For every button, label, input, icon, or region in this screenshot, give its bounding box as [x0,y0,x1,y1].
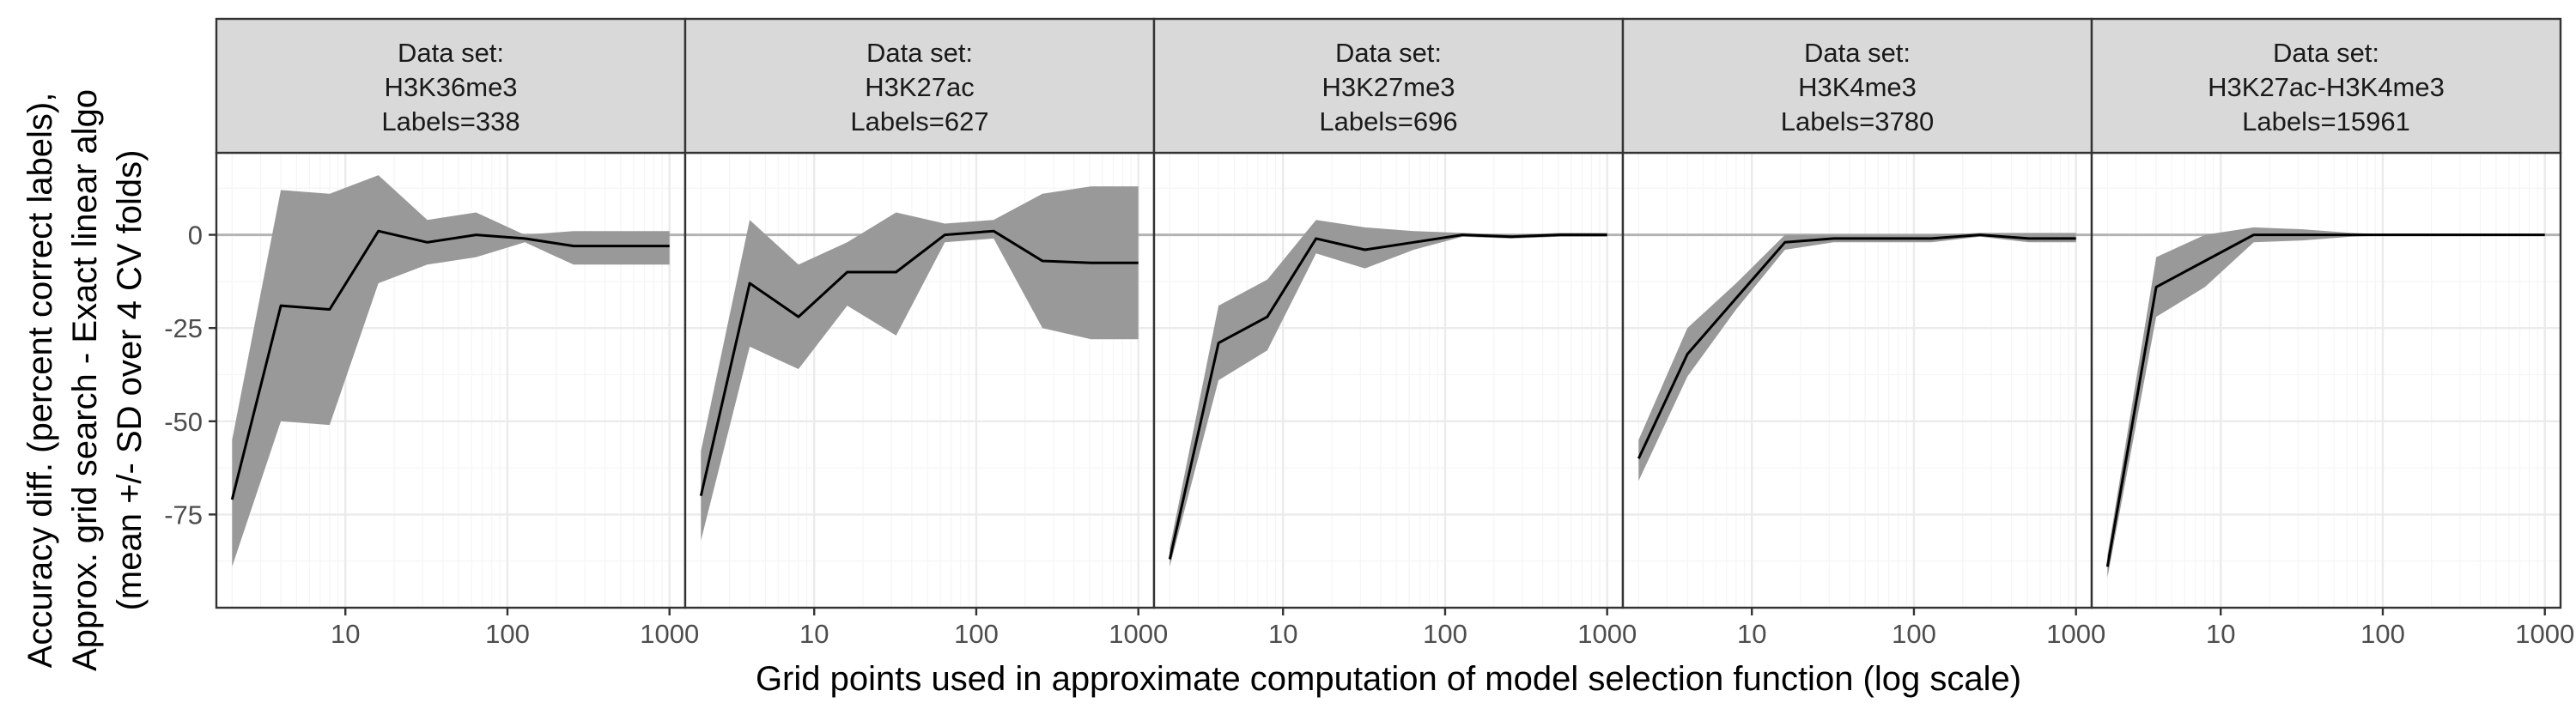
mean-line [1637,233,2076,459]
facet-strip-label: Labels=338 [381,106,519,136]
y-tick-label: -75 [164,500,203,530]
sd-ribbon [1170,220,1607,567]
mean-line [230,229,670,500]
sd-ribbon [232,175,670,567]
x-tick-label: 1000 [1577,619,1637,649]
panel-background [1154,153,1623,608]
facet-strip-label: Labels=627 [850,106,988,136]
x-tick-label: 1000 [2046,619,2105,649]
sd-ribbon [1638,233,2076,482]
y-axis-title-line: Accuracy diff. (percent correct labels), [21,93,59,669]
mean-line [1168,233,1607,560]
panel-background [1623,153,2092,608]
x-tick-label: 10 [1737,619,1766,649]
facet-strip-label: Data set: [2273,38,2379,68]
panel-1: Data set: H3K36me3 Labels=338 10 100 1000 -75 -… [164,17,699,649]
facet-strip-label: Data set: [1335,38,1442,68]
mean-line [699,229,1139,497]
y-tick-label: -50 [164,407,203,437]
y-tick-label: 0 [188,221,203,251]
panel-2: Data set: H3K27ac Labels=627 10 100 1000 [683,17,1168,649]
y-axis-title-line: Approx. grid search - Exact linear algo [66,89,104,671]
facet-strip-label: Labels=3780 [1781,106,1934,136]
axis-titles: Grid points used in approximate computat… [21,89,2021,698]
facet-strip-label: Labels=696 [1319,106,1457,136]
sd-ribbon [701,186,1139,541]
facet-strip-label: H3K27ac-H3K4me3 [2208,72,2445,102]
facet-strip [2090,17,2562,154]
x-tick-label: 100 [2360,619,2405,649]
y-tick-label: -25 [164,313,203,343]
x-tick-label: 1000 [2515,619,2574,649]
x-tick-label: 1000 [640,619,699,649]
x-tick-label: 100 [1892,619,1936,649]
x-tick-label: 10 [799,619,829,649]
x-tick-label: 10 [1268,619,1297,649]
x-tick-label: 1000 [1109,619,1168,649]
facet-strip-label: Data set: [398,38,504,68]
facet-strip [1621,17,2093,154]
facet-strip [215,17,687,154]
facet-strip-label: H3K27ac [865,72,975,102]
panel-3: Data set: H3K27me3 Labels=696 10 100 1000 [1152,17,1637,649]
panel-5: Data set: H3K27ac-H3K4me3 Labels=15961 10 10… [2090,17,2574,649]
panel-4: Data set: H3K4me3 Labels=3780 10 100 1000 [1621,17,2105,649]
panel-background [2092,153,2561,608]
facet-strip-label: Data set: [1804,38,1911,68]
y-axis-title-line: (mean +/- SD over 4 CV folds) [111,150,149,611]
x-tick-label: 100 [1423,619,1467,649]
x-tick-label: 100 [485,619,530,649]
x-tick-label: 10 [331,619,360,649]
facet-strip-label: H3K27me3 [1321,72,1455,102]
facet-strip-label: H3K4me3 [1798,72,1917,102]
x-axis-title: Grid points used in approximate computat… [756,660,2021,698]
x-tick-label: 100 [954,619,999,649]
facet-strip-label: H3K36me3 [384,72,517,102]
mean-line [2105,233,2545,567]
facet-strip-label: Labels=15961 [2242,106,2410,136]
x-tick-label: 10 [2206,619,2235,649]
facet-strip [1152,17,1625,154]
facet-strip-label: Data set: [866,38,973,68]
